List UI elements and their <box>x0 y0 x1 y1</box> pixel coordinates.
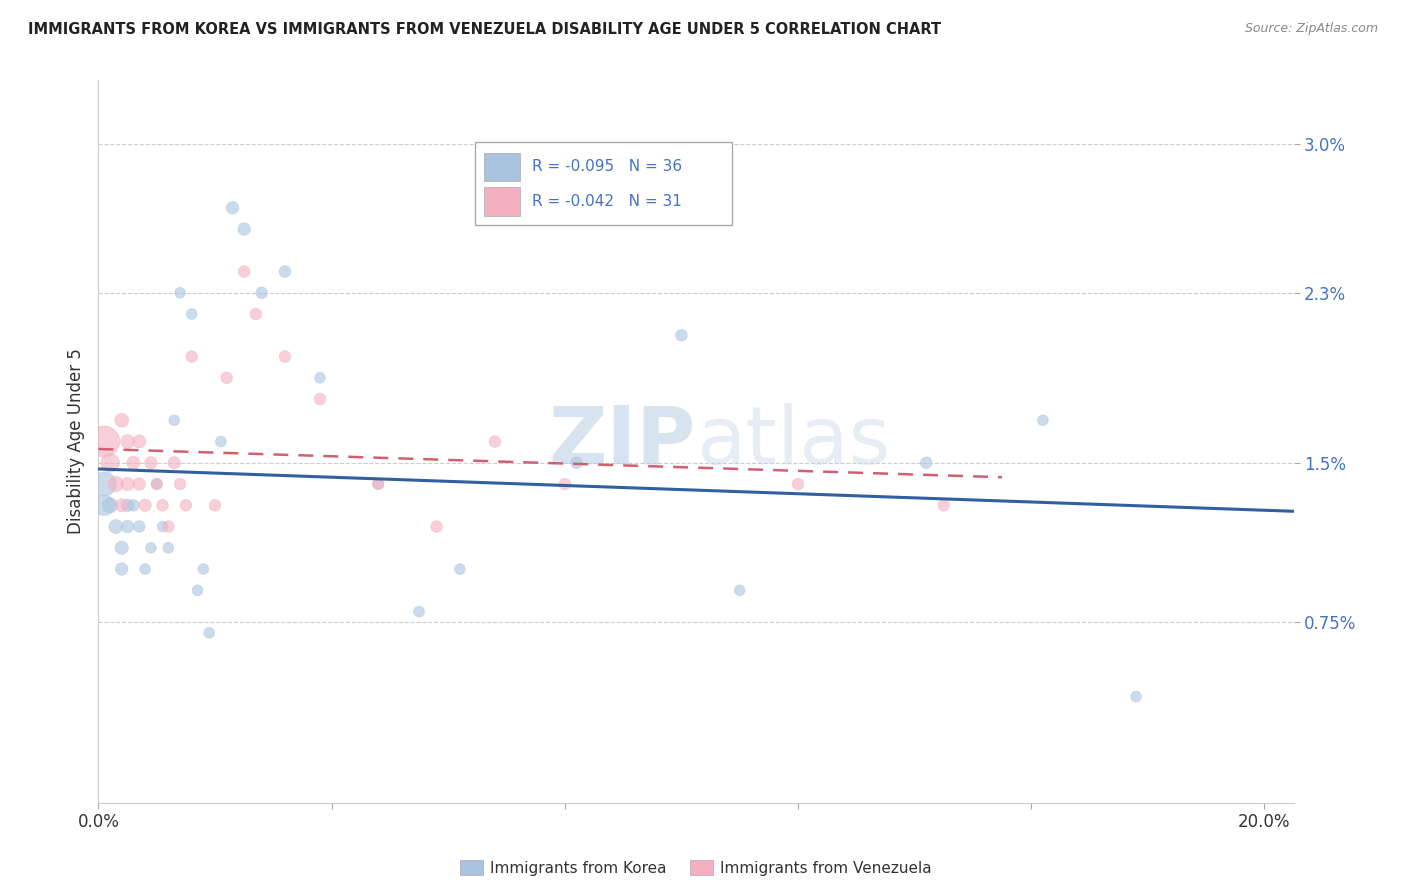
Point <box>163 413 186 427</box>
Point <box>554 477 576 491</box>
Point <box>169 285 191 300</box>
Point <box>915 456 938 470</box>
Point <box>174 498 197 512</box>
Point <box>163 456 186 470</box>
Point <box>245 307 267 321</box>
Text: ZIP: ZIP <box>548 402 696 481</box>
Point <box>309 371 332 385</box>
Point <box>152 519 174 533</box>
Point <box>93 434 115 449</box>
Point <box>180 307 202 321</box>
Point <box>215 371 238 385</box>
Point <box>186 583 208 598</box>
Point <box>122 456 145 470</box>
Point <box>932 498 955 512</box>
Point <box>209 434 232 449</box>
Point <box>169 477 191 491</box>
Point <box>93 498 115 512</box>
Point <box>128 477 150 491</box>
Point <box>180 350 202 364</box>
Point <box>157 519 180 533</box>
Point <box>145 477 167 491</box>
Text: R = -0.042   N = 31: R = -0.042 N = 31 <box>533 194 682 209</box>
Point <box>250 285 273 300</box>
Point <box>204 498 226 512</box>
Point <box>787 477 810 491</box>
Point <box>1125 690 1147 704</box>
Point <box>93 477 115 491</box>
Text: Source: ZipAtlas.com: Source: ZipAtlas.com <box>1244 22 1378 36</box>
Point <box>274 350 297 364</box>
Point <box>139 456 162 470</box>
Point <box>117 434 139 449</box>
Point <box>198 625 221 640</box>
FancyBboxPatch shape <box>485 153 520 181</box>
Point <box>367 477 389 491</box>
Point <box>408 605 430 619</box>
Text: atlas: atlas <box>696 402 890 481</box>
FancyBboxPatch shape <box>475 142 733 225</box>
Point <box>139 541 162 555</box>
Point <box>728 583 751 598</box>
Y-axis label: Disability Age Under 5: Disability Age Under 5 <box>66 349 84 534</box>
Point <box>122 498 145 512</box>
Point <box>152 498 174 512</box>
Point <box>671 328 693 343</box>
Point <box>98 498 121 512</box>
FancyBboxPatch shape <box>485 187 520 216</box>
Point <box>128 519 150 533</box>
Text: IMMIGRANTS FROM KOREA VS IMMIGRANTS FROM VENEZUELA DISABILITY AGE UNDER 5 CORREL: IMMIGRANTS FROM KOREA VS IMMIGRANTS FROM… <box>28 22 941 37</box>
Point <box>111 413 134 427</box>
Point <box>104 519 127 533</box>
Point <box>367 477 389 491</box>
Point <box>111 562 134 576</box>
Point <box>233 222 256 236</box>
Point <box>449 562 471 576</box>
Point <box>221 201 243 215</box>
Point <box>117 519 139 533</box>
Point <box>565 456 588 470</box>
Point <box>111 541 134 555</box>
Point <box>157 541 180 555</box>
Point <box>274 264 297 278</box>
Point <box>134 498 156 512</box>
Point <box>98 456 121 470</box>
Point <box>193 562 215 576</box>
Point <box>1032 413 1054 427</box>
Point <box>484 434 506 449</box>
Point <box>425 519 447 533</box>
Point <box>128 434 150 449</box>
Point <box>134 562 156 576</box>
Legend: Immigrants from Korea, Immigrants from Venezuela: Immigrants from Korea, Immigrants from V… <box>454 854 938 882</box>
Point <box>233 264 256 278</box>
Point <box>117 498 139 512</box>
Point <box>104 477 127 491</box>
Point <box>309 392 332 406</box>
Text: R = -0.095   N = 36: R = -0.095 N = 36 <box>533 160 682 175</box>
Point <box>145 477 167 491</box>
Point <box>117 477 139 491</box>
Point <box>111 498 134 512</box>
